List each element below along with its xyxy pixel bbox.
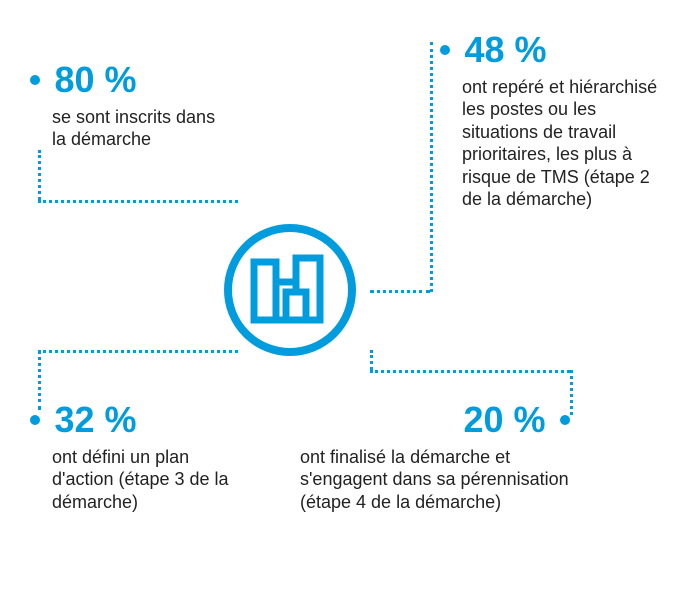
stat-description: se sont inscrits dans la démarche	[30, 106, 230, 151]
bullet-icon	[30, 75, 40, 85]
stat-bottom-right: 20 % ont finalisé la démarche et s'engag…	[300, 400, 570, 513]
connector-bl-horizontal	[38, 350, 238, 353]
stat-header: 20 %	[300, 400, 570, 440]
connector-tl-horizontal	[38, 200, 238, 203]
connector-br-vertical-b	[570, 370, 573, 415]
buildings-circle-icon	[220, 220, 360, 360]
stat-header: 48 %	[440, 30, 670, 70]
connector-tl-vertical	[38, 150, 41, 200]
bullet-icon	[30, 415, 40, 425]
center-icon-wrapper	[220, 220, 360, 360]
stat-percent: 48 %	[464, 30, 546, 70]
bullet-icon	[440, 45, 450, 55]
stat-header: 80 %	[30, 60, 230, 100]
stat-header: 32 %	[30, 400, 230, 440]
bullet-icon	[560, 415, 570, 425]
connector-br-horizontal	[370, 370, 570, 373]
stat-top-right: 48 % ont repéré et hiérarchisé les poste…	[440, 30, 670, 211]
stat-description: ont défini un plan d'action (étape 3 de …	[30, 446, 230, 514]
stat-bottom-left: 32 % ont défini un plan d'action (étape …	[30, 400, 230, 513]
infographic-container: 80 % se sont inscrits dans la démarche 4…	[0, 0, 695, 600]
connector-tr-vertical	[430, 42, 433, 292]
stat-percent: 80 %	[54, 60, 136, 100]
stat-percent: 32 %	[54, 400, 136, 440]
stat-top-left: 80 % se sont inscrits dans la démarche	[30, 60, 230, 151]
connector-br-vertical-a	[370, 350, 373, 370]
connector-tr-horizontal	[370, 290, 430, 293]
stat-description: ont repéré et hiérarchisé les postes ou …	[440, 76, 670, 211]
stat-percent: 20 %	[463, 400, 545, 440]
stat-description: ont finalisé la démarche et s'engagent d…	[300, 446, 570, 514]
